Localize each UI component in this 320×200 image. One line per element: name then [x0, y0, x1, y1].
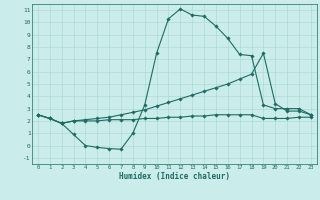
X-axis label: Humidex (Indice chaleur): Humidex (Indice chaleur) — [119, 172, 230, 181]
